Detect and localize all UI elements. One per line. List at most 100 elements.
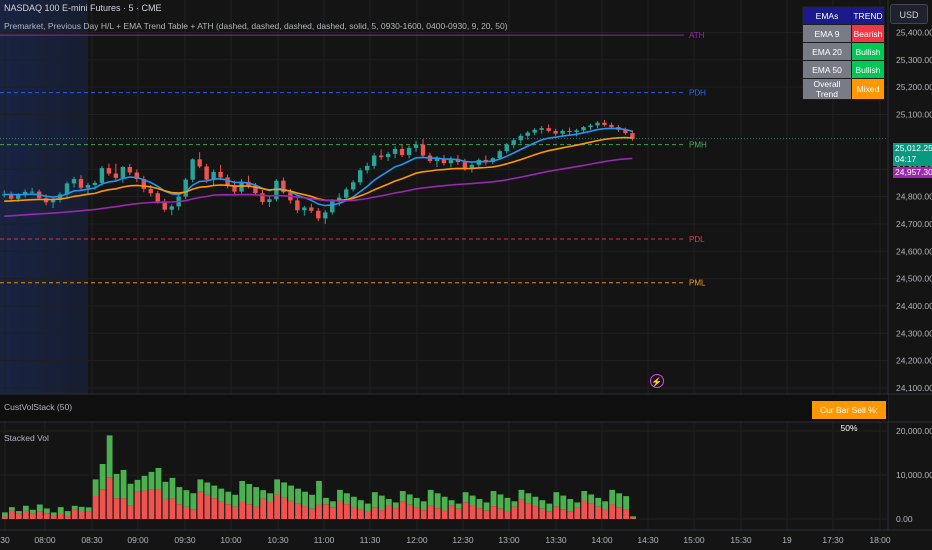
level-label-pml: PML bbox=[689, 279, 706, 288]
vol-bar-sell bbox=[518, 499, 525, 519]
vol-bar-buy bbox=[43, 508, 50, 514]
candle-body bbox=[302, 207, 307, 211]
vol-bar-sell bbox=[288, 500, 294, 519]
candle-body bbox=[504, 144, 509, 152]
vol-bar-buy bbox=[190, 493, 197, 510]
vol-bar-sell bbox=[232, 506, 239, 519]
vol-bar-sell bbox=[462, 502, 469, 519]
stacked-vol-label[interactable]: Stacked Vol bbox=[4, 433, 49, 443]
vol-bar-sell bbox=[239, 501, 246, 519]
symbol-title[interactable]: NASDAQ 100 E-mini Futures · 5 · CME bbox=[4, 3, 162, 13]
vol-bar-buy bbox=[148, 471, 155, 490]
vol-bar-sell bbox=[504, 510, 511, 519]
vol-bar-sell bbox=[64, 515, 71, 519]
vol-bar-buy bbox=[120, 469, 127, 499]
ema-row-trend: Bullish bbox=[851, 42, 885, 61]
ema-row-label: EMA 50 bbox=[802, 60, 852, 79]
vol-bar-buy bbox=[85, 507, 92, 512]
time-tick-label: 12:00 bbox=[406, 535, 428, 545]
vol-bar-sell bbox=[630, 517, 636, 519]
candle-body bbox=[99, 168, 105, 183]
vol-bar-sell bbox=[71, 509, 78, 519]
vol-bar-buy bbox=[225, 491, 232, 505]
vol-bar-buy bbox=[378, 495, 385, 511]
vol-bar-buy bbox=[36, 504, 43, 512]
vol-bar-sell bbox=[323, 504, 329, 519]
ema-row-50: EMA 50 Bullish bbox=[802, 60, 885, 79]
candle-body bbox=[602, 122, 607, 125]
candle-body bbox=[378, 155, 384, 158]
vol-bar-buy bbox=[267, 493, 274, 503]
vol-bar-sell bbox=[497, 508, 504, 519]
time-tick-label: 14:00 bbox=[591, 535, 613, 545]
vol-bar-buy bbox=[392, 502, 399, 509]
vol-bar-buy bbox=[323, 497, 329, 505]
current-price-tag[interactable]: 25,012.25 04:17 bbox=[893, 143, 932, 166]
bar-countdown: 04:17 bbox=[895, 154, 917, 164]
candle-body bbox=[518, 135, 523, 141]
vol-bar-buy bbox=[357, 500, 364, 510]
vol-bar-buy bbox=[50, 512, 57, 516]
vol-bar-buy bbox=[183, 490, 190, 507]
candle-body bbox=[225, 177, 230, 186]
candle-body bbox=[260, 193, 265, 203]
vol-bar-buy bbox=[609, 489, 616, 505]
candle-body bbox=[560, 130, 565, 134]
price-tick-label: 24,300.00 bbox=[896, 328, 932, 338]
candle-body bbox=[211, 171, 216, 180]
ema-trend-table: EMAs TREND EMA 9 Bearish EMA 20 Bullish … bbox=[802, 6, 885, 100]
ema-row-overall: Overall Trend Mixed bbox=[802, 78, 885, 100]
candle-body bbox=[497, 151, 502, 159]
vol-bar-sell bbox=[385, 505, 392, 519]
candle-body bbox=[127, 167, 133, 173]
current-price-value: 25,012.25 bbox=[895, 143, 932, 153]
vol-bar-sell bbox=[567, 511, 574, 519]
vol-bar-sell bbox=[574, 507, 581, 519]
vol-bar-sell bbox=[176, 504, 183, 519]
vol-bar-sell bbox=[162, 498, 169, 519]
candle-body bbox=[92, 182, 98, 186]
vol-bar-sell bbox=[120, 498, 127, 519]
lightning-icon[interactable]: ⚡ bbox=[650, 374, 664, 388]
currency-button[interactable]: USD bbox=[890, 4, 928, 24]
time-tick-label: 08:30 bbox=[81, 535, 103, 545]
vol-bar-sell bbox=[553, 506, 560, 519]
vol-bar-buy bbox=[134, 479, 141, 492]
vol-bar-buy bbox=[155, 467, 162, 490]
vol-bar-buy bbox=[204, 482, 211, 495]
candle-body bbox=[539, 128, 544, 130]
vol-bar-buy bbox=[316, 480, 322, 505]
vol-bar-sell bbox=[413, 507, 420, 519]
vol-bar-buy bbox=[588, 494, 595, 504]
indicator-legend[interactable]: Premarket, Previous Day H/L + EMA Trend … bbox=[4, 21, 508, 31]
candle-body bbox=[85, 185, 91, 188]
vol-bar-buy bbox=[64, 511, 71, 516]
time-tick-label: 19 bbox=[782, 535, 792, 545]
vol-bar-buy bbox=[71, 505, 78, 510]
candle-body bbox=[371, 155, 377, 166]
vol-bar-buy bbox=[616, 493, 623, 508]
vol-bar-buy bbox=[218, 488, 225, 502]
candle-body bbox=[581, 127, 586, 131]
candle-body bbox=[169, 206, 174, 210]
vol-bar-sell bbox=[476, 508, 483, 519]
candle-body bbox=[337, 197, 342, 202]
vol-bar-sell bbox=[127, 505, 134, 519]
vol-bar-sell bbox=[392, 508, 399, 519]
vol-bar-sell bbox=[623, 509, 630, 519]
ema-row-label: Overall Trend bbox=[802, 78, 852, 100]
vol-bar-buy bbox=[232, 494, 239, 507]
ema-row-9: EMA 9 Bearish bbox=[802, 24, 885, 43]
time-tick-label: 15:30 bbox=[730, 535, 752, 545]
price-tick-label: 25,200.00 bbox=[896, 82, 932, 92]
vol-bar-sell bbox=[190, 509, 197, 519]
vol-bar-sell bbox=[309, 508, 315, 519]
vol-bar-sell bbox=[50, 515, 57, 519]
candle-body bbox=[553, 130, 558, 134]
time-tick-label: 11:00 bbox=[314, 535, 335, 545]
vol-tick-label: 20,000.00 bbox=[896, 426, 932, 436]
ema50-line bbox=[4, 157, 633, 217]
candle-body bbox=[106, 168, 112, 174]
custvolstack-label[interactable]: CustVolStack (50) bbox=[4, 402, 73, 412]
